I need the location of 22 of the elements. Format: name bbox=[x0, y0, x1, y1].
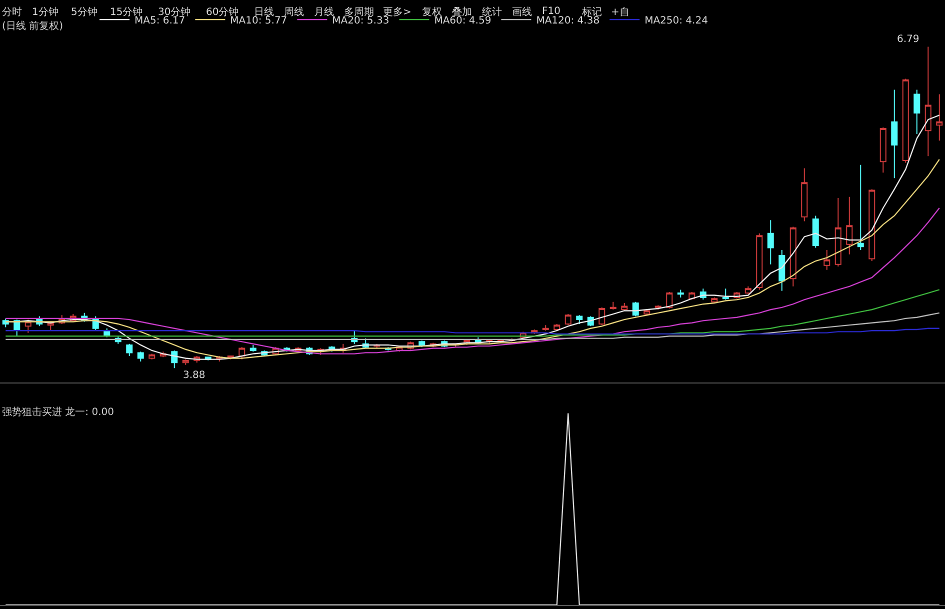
chart-title: 强势狙击买进 龙一: 0.00 bbox=[2, 406, 114, 418]
chart-title: (日线 前复权) bbox=[2, 20, 64, 32]
legend-label: MA250: 4.24 bbox=[644, 15, 708, 26]
text: 画线 bbox=[512, 6, 532, 18]
text: +自 bbox=[611, 6, 630, 18]
text: 更多> bbox=[383, 6, 412, 18]
text: 15分钟 bbox=[110, 6, 143, 18]
text: 5分钟 bbox=[71, 6, 98, 18]
text: 1分钟 bbox=[32, 6, 58, 18]
legend-label: MA20: 5.33 bbox=[332, 15, 390, 26]
text: F10 bbox=[542, 6, 560, 17]
text: 分时 bbox=[2, 6, 22, 18]
text: 周线 bbox=[284, 6, 304, 18]
legend-label: MA5: 6.17 bbox=[134, 15, 186, 26]
legend-label: MA10: 5.77 bbox=[230, 15, 288, 26]
text: 月线 bbox=[314, 6, 334, 18]
text: 3.88 bbox=[183, 370, 206, 381]
text: 统计 bbox=[482, 6, 502, 18]
legend-label: MA120: 4.38 bbox=[536, 15, 600, 26]
legend-label: MA60: 4.59 bbox=[434, 15, 492, 26]
text: 6.79 bbox=[897, 34, 920, 45]
text: 60分钟 bbox=[206, 6, 239, 18]
